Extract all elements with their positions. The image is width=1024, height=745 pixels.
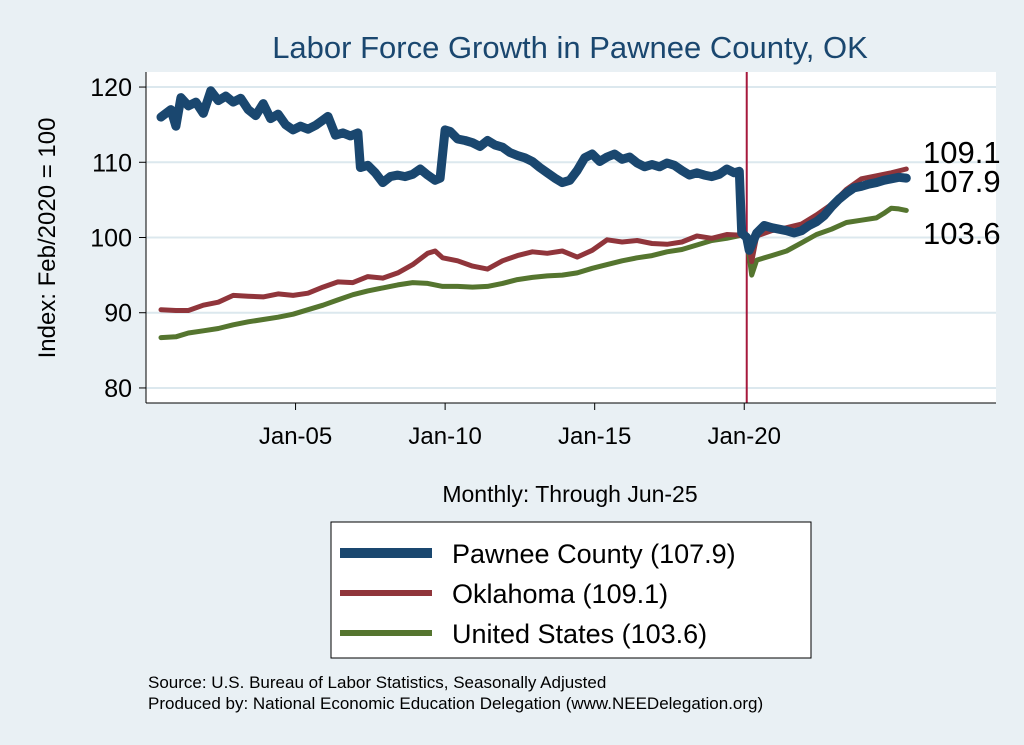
y-tick-label: 90	[104, 300, 132, 328]
series-line-pawnee-county	[156, 86, 911, 255]
x-tick-label: Jan-20	[708, 423, 781, 450]
x-tick-label: Jan-05	[259, 423, 332, 450]
y-tick-label: 110	[92, 149, 132, 177]
y-tick-label: 100	[90, 225, 132, 253]
grid-lines	[146, 86, 996, 389]
y-axis-label: Index: Feb/2020 = 100	[34, 118, 61, 359]
x-axis-label: Monthly: Through Jun-25	[442, 481, 697, 507]
source-note: Source: U.S. Bureau of Labor Statistics,…	[148, 673, 606, 692]
series-lines	[156, 86, 911, 341]
end-value-label: 103.6	[923, 216, 1001, 251]
producer-note: Produced by: National Economic Education…	[148, 694, 763, 713]
legend-label: Pawnee County (107.9)	[452, 539, 736, 569]
x-tick-label: Jan-10	[408, 423, 481, 450]
legend-label: United States (103.6)	[452, 619, 707, 649]
y-tick-label: 120	[90, 74, 132, 102]
y-axis-ticks: 80 90 100 110 120	[90, 74, 146, 403]
chart-title: Labor Force Growth in Pawnee County, OK	[272, 30, 868, 65]
y-tick-label: 80	[104, 375, 132, 403]
end-value-label: 109.1	[923, 135, 1001, 170]
legend: Pawnee County (107.9) Oklahoma (109.1) Uni…	[330, 521, 812, 659]
x-tick-label: Jan-15	[558, 423, 631, 450]
legend-label: Oklahoma (109.1)	[452, 579, 668, 609]
x-axis-ticks: Jan-05 Jan-10 Jan-15 Jan-20	[259, 403, 781, 450]
series-line-united-states	[158, 205, 909, 341]
end-value-label: 107.9	[923, 164, 1001, 199]
